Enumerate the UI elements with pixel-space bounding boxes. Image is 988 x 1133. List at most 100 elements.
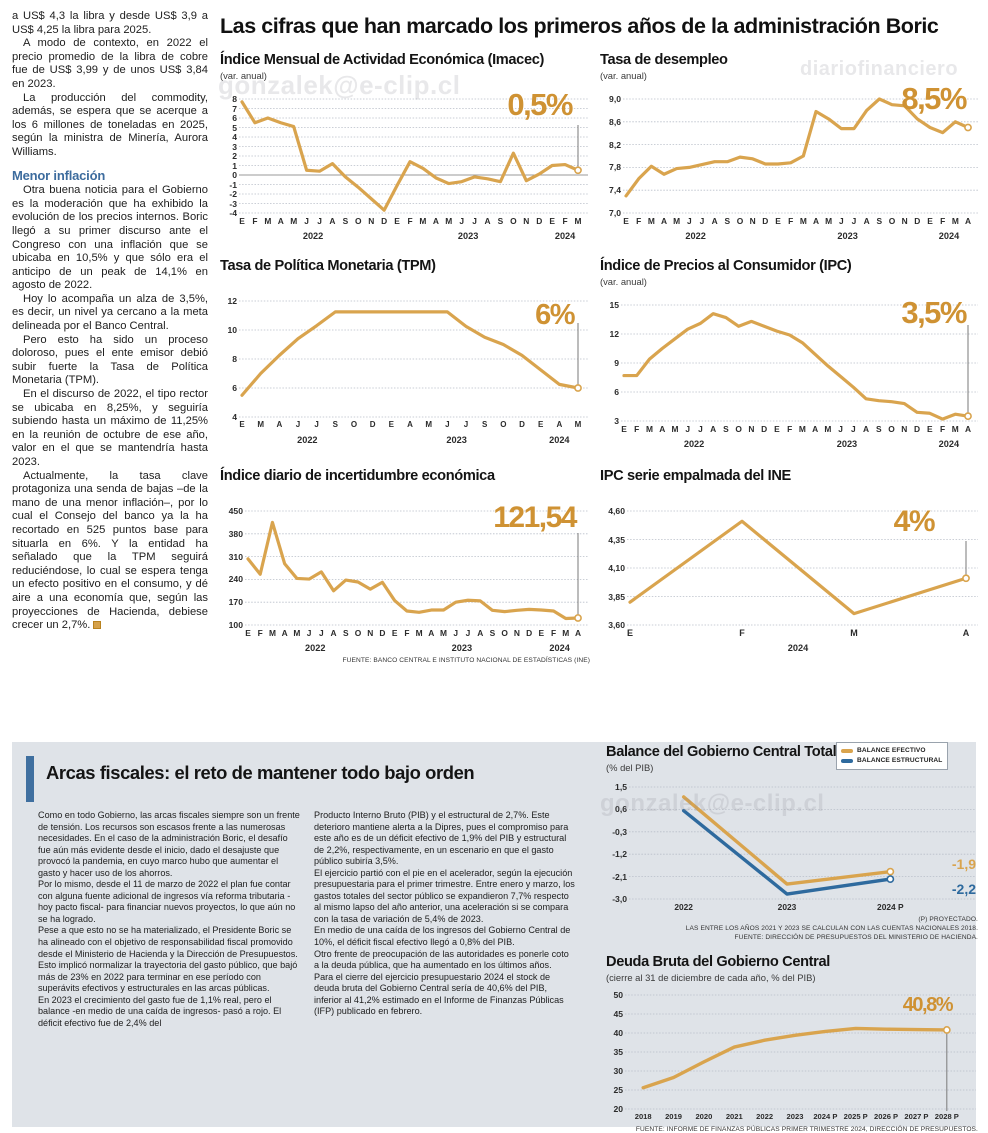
x-tick-label: N	[513, 628, 520, 638]
x-tick-label: M	[825, 216, 833, 226]
plot-area: 1,5 0,6 -0,3 -1,2 -2,1 -3,0 -1,9 -2,2	[606, 782, 978, 904]
chart-title: Tasa de desempleo	[600, 52, 728, 68]
bottom-paragraph: Como en todo Gobierno, las arcas fiscale…	[38, 810, 300, 878]
x-tick-label: M	[425, 420, 432, 429]
legend-item: BALANCE ESTRUCTURAL	[841, 756, 942, 766]
x-tick-label: E	[774, 424, 780, 434]
x-tick-label: F	[550, 628, 557, 638]
x-tick-label: M	[419, 216, 427, 226]
x-tick-label: J	[685, 424, 691, 434]
y-tick-label: 35	[613, 1047, 623, 1057]
series-end-value: -2,2	[951, 881, 976, 898]
y-axis-labels: 450 380 310 240 170 100	[220, 506, 590, 630]
x-tick-label: F	[404, 628, 410, 638]
x-tick-label: M	[647, 216, 655, 226]
plot-area: 4,60 4,35 4,10 3,85 3,60 4%	[600, 506, 980, 630]
chart-ipc: Índice de Precios al Consumidor (IPC) (va…	[600, 258, 980, 452]
x-tick-label: M	[257, 420, 264, 429]
x-tick-label: O	[501, 628, 508, 638]
x-tick-label: O	[888, 424, 895, 434]
x-tick-label: M	[440, 628, 448, 638]
bottom-article: Arcas fiscales: el reto de mantener todo…	[12, 742, 590, 1127]
y-tick-label: 380	[228, 528, 243, 539]
article-paragraph: A modo de contexto, en 2022 el precio pr…	[12, 37, 208, 90]
x-tick-label: F	[634, 424, 640, 434]
x-tick-label: S	[342, 628, 349, 638]
y-axis-labels: 8 7 6 5 4 3 2 1 0 -1 -2 -3 -4	[220, 94, 590, 218]
x-tick-label: J	[317, 216, 322, 226]
x-tick-label: M	[645, 424, 653, 434]
x-tick-label: M	[562, 628, 570, 638]
x-tick-label: S	[724, 216, 731, 226]
x-tick-label: A	[574, 628, 582, 638]
chart-title: Índice Mensual de Actividad Económica (I…	[220, 52, 544, 68]
y-axis-labels: 50 45 40 35 30 25 20	[606, 990, 978, 1114]
x-year-label: 2023	[837, 231, 858, 241]
x-tick-label: M	[951, 424, 959, 434]
x-tick-label: A	[281, 628, 288, 638]
y-tick-label: 12	[609, 329, 619, 339]
chart-desempleo: Tasa de desempleo (var. anual) 9,0 8,6 8,2 7,…	[600, 52, 980, 244]
y-tick-label: -4	[229, 208, 237, 218]
y-tick-label: 25	[613, 1085, 623, 1095]
x-tick-label: M	[268, 628, 276, 638]
y-tick-label: 3,60	[608, 620, 625, 630]
y-axis-labels: 4,60 4,35 4,10 3,85 3,60	[600, 506, 980, 630]
bottom-paragraph: Por lo mismo, desde el 11 de marzo de 20…	[38, 879, 296, 924]
chart-title: Índice diario de incertidumbre económica	[220, 468, 495, 484]
x-tick-label: E	[775, 216, 781, 226]
x-tick-label: M	[445, 216, 453, 226]
plot-area: 50 45 40 35 30 25 20 40,8%	[606, 990, 978, 1114]
accent-bar	[26, 756, 34, 802]
y-tick-label: -1,2	[612, 849, 627, 860]
y-tick-label: 1,5	[615, 782, 627, 792]
x-axis-year-labels: 2022 2023 2024	[220, 435, 590, 448]
x-tick-label: E	[239, 216, 245, 226]
x-year-label: 2022	[304, 643, 326, 653]
x-year-label: 2024	[938, 231, 960, 241]
x-tick-label: N	[523, 216, 530, 226]
x-tick-label: O	[354, 628, 362, 638]
x-tick-label: O	[500, 420, 507, 429]
plot-area: 15 12 9 6 3 3,5%	[600, 297, 980, 426]
x-tick-label: O	[736, 216, 744, 226]
y-tick-label: 3	[232, 141, 237, 152]
chart-source-note: FUENTE: DIRECCIÓN DE PRESUPUESTOS DEL MI…	[734, 934, 978, 941]
x-year-label: 2023	[457, 231, 479, 241]
x-tick-label: 2022	[756, 1112, 774, 1121]
x-tick-label: A	[330, 628, 337, 638]
chart-title: Balance del Gobierno Central Total	[606, 744, 837, 760]
x-tick-label: E	[927, 216, 933, 226]
x-year-label: 2024	[549, 643, 570, 653]
x-tick-label: A	[407, 420, 413, 429]
x-tick-label: E	[926, 424, 933, 434]
x-tick-label: E	[538, 628, 545, 638]
x-year-label: 2022	[297, 435, 318, 445]
y-tick-label: 8,6	[609, 116, 621, 127]
x-tick-label: M	[850, 628, 858, 638]
x-tick-label: J	[472, 216, 477, 226]
x-tick-label: 2025 P	[843, 1112, 868, 1121]
x-axis-labels: 2022 2023 2024 P	[606, 902, 978, 914]
bottom-paragraph: Producto Interno Bruto (PIB) y el estruc…	[314, 810, 569, 867]
x-tick-label: A	[659, 424, 666, 434]
x-tick-label: M	[671, 424, 679, 434]
legend-swatch-icon	[841, 749, 853, 753]
x-tick-label: J	[838, 216, 844, 226]
chart-ipc-ine: IPC serie empalmada del INE 4,60 4,35 4,10 3…	[600, 468, 980, 656]
y-tick-label: 40	[613, 1028, 623, 1038]
x-tick-label: M	[415, 628, 423, 638]
x-tick-label: E	[245, 628, 251, 638]
y-tick-label: 5	[232, 122, 237, 133]
y-tick-label: -3	[229, 198, 237, 209]
x-year-label: 2023	[446, 435, 467, 445]
x-tick-label: S	[497, 216, 504, 226]
bottom-headline: Arcas fiscales: el reto de mantener todo…	[46, 762, 475, 783]
y-tick-label: 0	[232, 170, 237, 180]
article-paragraph: Hoy lo acompaña un alza de 3,5%, es deci…	[12, 292, 208, 333]
